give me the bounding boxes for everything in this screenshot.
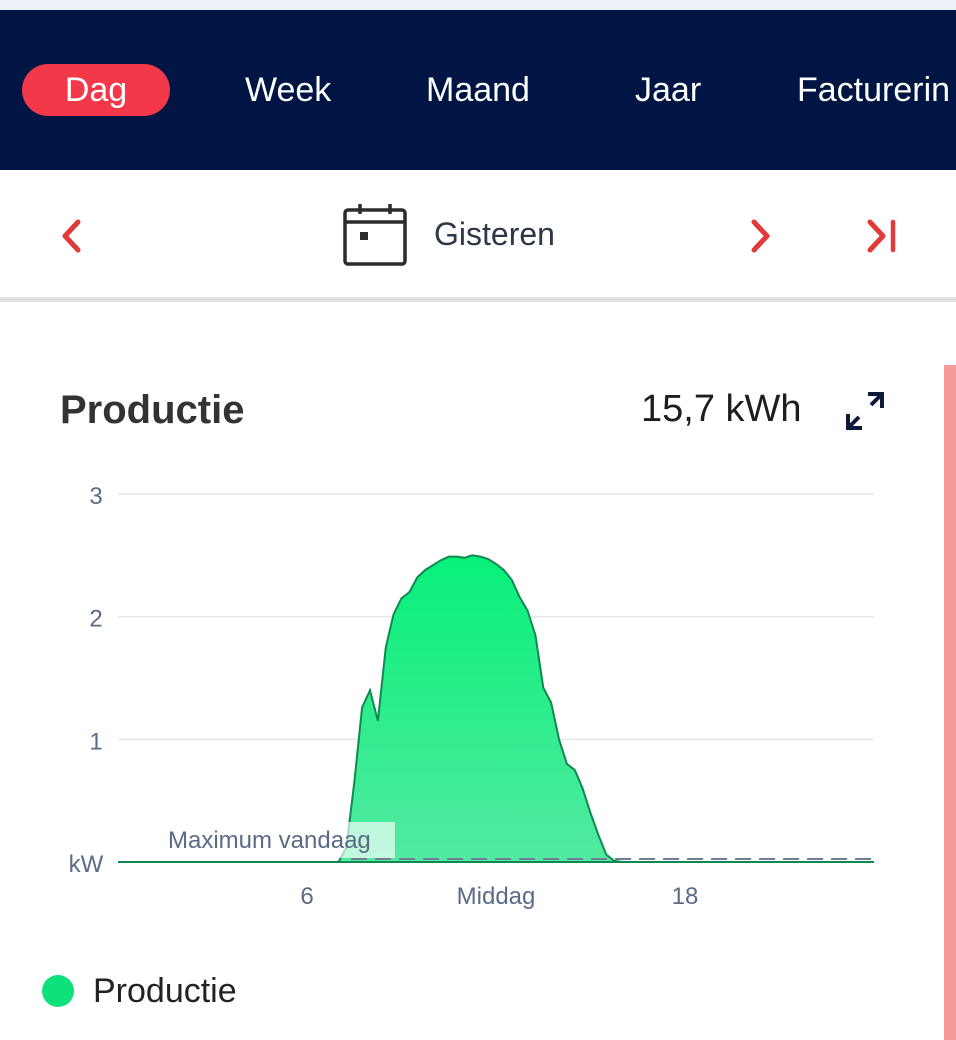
x-tick-label: 18 — [672, 883, 699, 910]
card-title: Productie — [60, 388, 245, 432]
skip-to-end-icon[interactable] — [864, 218, 900, 259]
next-card-edge — [944, 365, 956, 1040]
date-label: Gisteren — [434, 216, 555, 252]
period-tabs: Dag Week Maand Jaar Facturerin — [0, 10, 956, 170]
y-tick-label: 2 — [89, 606, 102, 633]
production-chart: kW 1 2 3 Maximum vandaag 6 Middag 18 — [69, 483, 874, 910]
annotation-bg — [163, 822, 395, 858]
legend-dot — [42, 975, 74, 1007]
chevron-left-icon[interactable] — [56, 218, 86, 259]
y-tick-label: 1 — [89, 728, 102, 755]
x-tick-label: 6 — [300, 883, 313, 910]
x-tick-label: Middag — [457, 883, 536, 910]
tab-facturering[interactable]: Facturerin — [797, 71, 951, 109]
legend-label: Productie — [93, 972, 237, 1010]
calendar-icon[interactable] — [342, 202, 408, 273]
y-tick-label: 3 — [89, 483, 102, 510]
status-strip — [0, 0, 956, 10]
expand-icon[interactable] — [844, 390, 886, 437]
chevron-right-icon[interactable] — [746, 218, 776, 259]
total-production-value: 15,7 kWh — [641, 388, 802, 430]
tab-week[interactable]: Week — [245, 71, 332, 109]
divider — [0, 297, 956, 302]
tab-dag[interactable]: Dag — [22, 64, 170, 116]
y-tick-label: kW — [69, 851, 104, 878]
tab-jaar[interactable]: Jaar — [635, 71, 702, 109]
production-area — [118, 554, 874, 863]
date-navigation — [0, 170, 956, 298]
annotation-label: Maximum vandaag — [168, 827, 371, 854]
tab-maand[interactable]: Maand — [426, 71, 530, 109]
